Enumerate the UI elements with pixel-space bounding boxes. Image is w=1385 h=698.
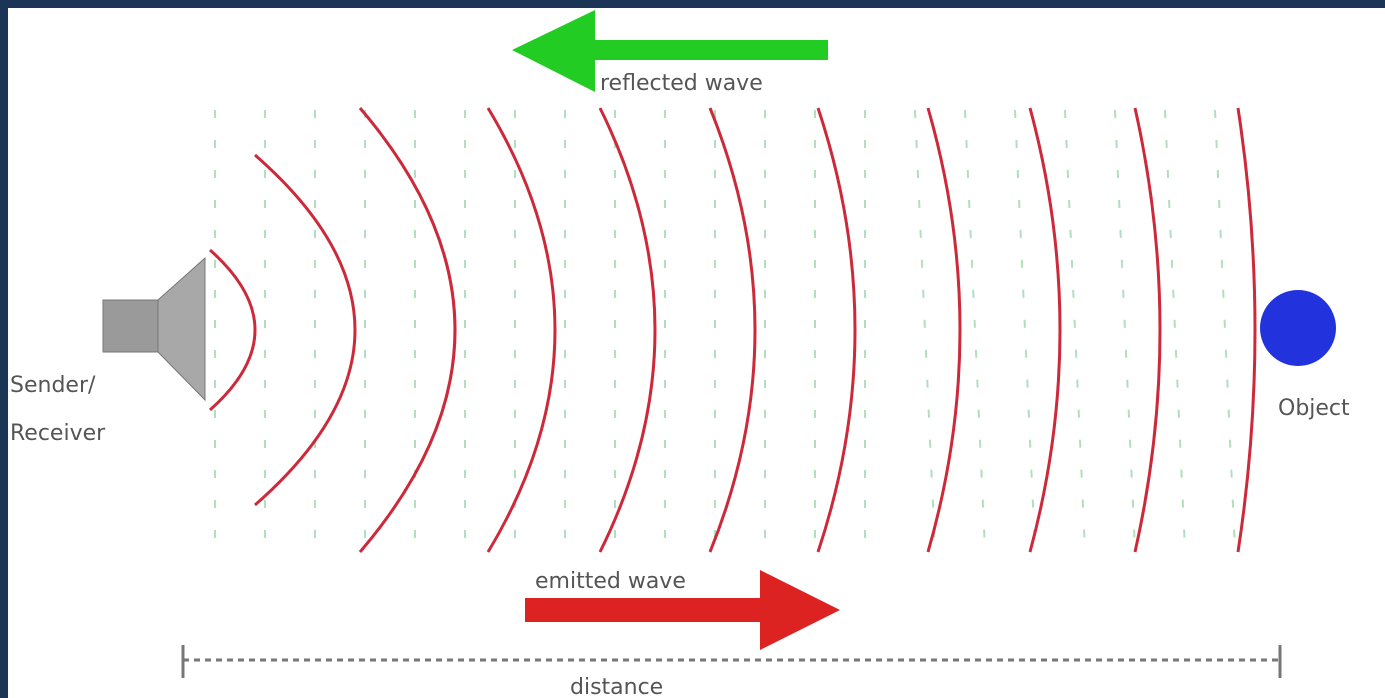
speaker bbox=[102, 256, 206, 402]
emitted-arrow bbox=[525, 570, 840, 650]
waves bbox=[209, 107, 1257, 553]
speaker-body bbox=[102, 299, 159, 353]
emitted-wavefront bbox=[1236, 107, 1257, 553]
reflected-wavefront bbox=[964, 109, 986, 551]
reflected-wavefront bbox=[1114, 109, 1136, 551]
distance-label: distance bbox=[570, 675, 663, 698]
emitted-wavefront bbox=[708, 107, 757, 553]
reflected-wavefront bbox=[914, 109, 936, 551]
reflected-wavefront bbox=[1164, 109, 1186, 551]
sender-label: Receiver bbox=[10, 421, 106, 446]
emitted-wavefront bbox=[926, 107, 962, 553]
emitted-wavefront bbox=[816, 107, 857, 553]
canvas bbox=[8, 8, 1385, 698]
speaker-cone bbox=[157, 256, 206, 402]
emitted-wavefront bbox=[209, 248, 257, 412]
reflected-label: reflected wave bbox=[600, 71, 763, 96]
emitted-label: emitted wave bbox=[535, 569, 686, 594]
emitted-wavefront bbox=[358, 107, 457, 553]
reflected-wavefront bbox=[1064, 109, 1086, 551]
emitted-wavefront bbox=[598, 107, 657, 553]
object-label: Object bbox=[1278, 396, 1350, 421]
object bbox=[1260, 290, 1336, 366]
emitted-wavefront bbox=[1133, 107, 1162, 553]
reflected-wavefront bbox=[1214, 109, 1236, 551]
reflected-wavefront bbox=[1014, 109, 1036, 551]
sender-label: Sender/ bbox=[10, 373, 96, 398]
emitted-wavefront bbox=[486, 107, 557, 553]
reflected-arrow bbox=[512, 10, 828, 92]
emitted-wavefront bbox=[254, 153, 357, 507]
emitted-wavefront bbox=[1028, 107, 1062, 553]
